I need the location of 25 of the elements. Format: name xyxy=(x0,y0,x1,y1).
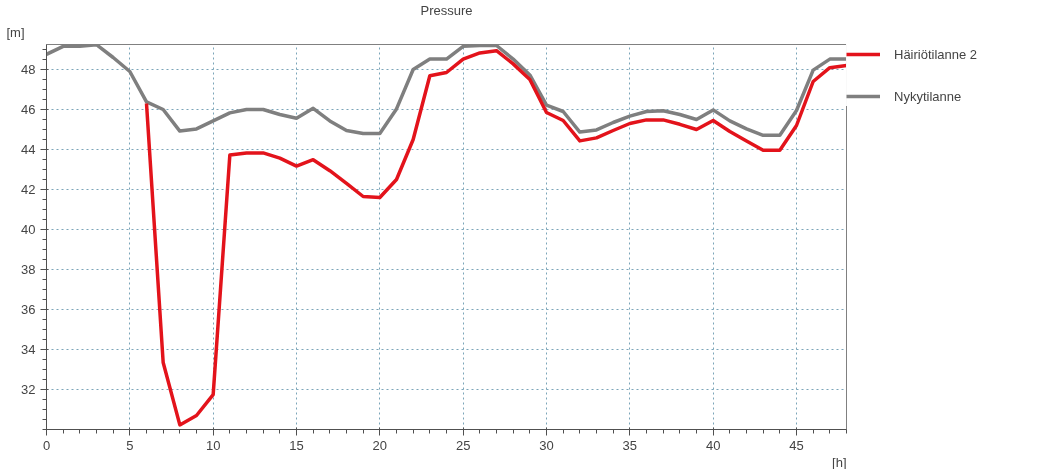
y-tick-label: 40 xyxy=(21,222,36,237)
y-axis-title: [m] xyxy=(6,24,25,40)
y-tick-label: 44 xyxy=(21,142,36,157)
legend-label: Nykytilanne xyxy=(894,88,962,104)
y-tick-label: 34 xyxy=(21,342,36,357)
x-tick-label: 5 xyxy=(126,437,134,453)
y-tick-label: 48 xyxy=(21,62,36,77)
x-tick-label: 30 xyxy=(539,437,554,453)
x-tick-label: 45 xyxy=(789,437,804,453)
x-axis-title: [h] xyxy=(832,454,847,470)
x-tick-label: 20 xyxy=(372,437,388,453)
legend-label: Häiriötilanne 2 xyxy=(894,46,978,62)
line-series xyxy=(144,48,847,427)
x-tick-label: 0 xyxy=(42,437,51,453)
x-tick-label: 40 xyxy=(705,437,721,453)
y-tick-label: 36 xyxy=(21,302,36,317)
y-tick-label: 32 xyxy=(21,382,36,397)
y-tick-label: 46 xyxy=(21,102,36,117)
y-tick-label: 38 xyxy=(21,262,36,277)
y-tick-label: 42 xyxy=(21,182,36,197)
x-tick-label: 35 xyxy=(622,437,638,453)
x-tick-label: 15 xyxy=(289,437,304,453)
chart-title: Pressure xyxy=(420,2,473,18)
x-tick-label: 10 xyxy=(205,437,221,453)
x-tick-label: 25 xyxy=(455,437,471,453)
